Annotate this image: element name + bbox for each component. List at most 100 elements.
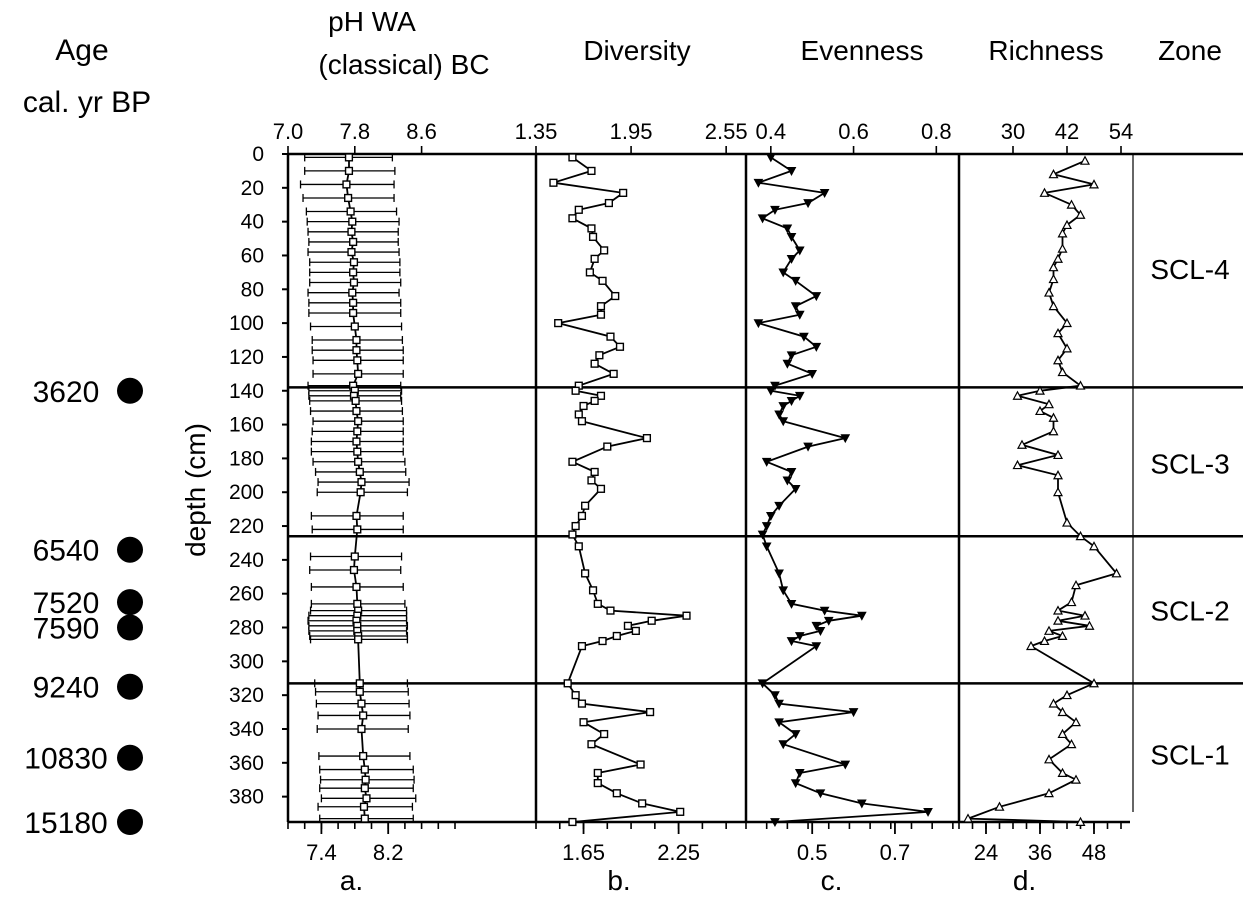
panel-b-data-point bbox=[568, 214, 577, 223]
panel-d-data-point bbox=[1061, 517, 1073, 527]
panel-c-data-point bbox=[857, 799, 867, 809]
panel-c-data-point bbox=[923, 807, 933, 817]
panel-b-data-point bbox=[623, 621, 633, 630]
panel-d-data-point bbox=[1057, 228, 1068, 238]
panel-d-bottom-tick-label: 36 bbox=[1028, 840, 1052, 865]
panel-b-data-point bbox=[593, 768, 602, 778]
panel-d-data-point bbox=[1048, 300, 1059, 311]
age-marker-6540 bbox=[117, 536, 143, 563]
panel-a-data-point bbox=[353, 525, 362, 534]
panel-d-data-point bbox=[1088, 541, 1100, 551]
panel-a-data-point bbox=[347, 227, 356, 236]
panel-d-data-point bbox=[1048, 169, 1059, 179]
panel-d-data-point bbox=[1048, 426, 1059, 436]
panel-b-data-point bbox=[606, 606, 615, 615]
panel-b-data-point bbox=[574, 410, 583, 419]
panel-c-data-point bbox=[794, 246, 805, 256]
panel-c-data-point bbox=[811, 642, 822, 652]
panel-d-data-point bbox=[1043, 399, 1055, 409]
panel-b-bottom-tick-label: 1.65 bbox=[562, 840, 605, 865]
age-label-15180: 15180 bbox=[24, 807, 107, 840]
depth-tick-label: 280 bbox=[229, 617, 264, 640]
panel-b-data-point bbox=[609, 369, 618, 378]
panel-c-data-point bbox=[757, 679, 768, 689]
panel-b-data-point bbox=[563, 679, 572, 688]
panel-b-data-point bbox=[682, 611, 691, 620]
panel-d-data-point bbox=[1039, 187, 1050, 197]
panel-a-data-point bbox=[352, 582, 361, 592]
panel-d-data-point bbox=[1052, 327, 1064, 338]
panel-a-top-tick-label: 7.8 bbox=[340, 119, 371, 144]
panel-b-data-point bbox=[636, 760, 645, 769]
panel-c-data-point bbox=[786, 254, 797, 264]
panel-a-data-point bbox=[356, 488, 365, 497]
panel-c-data-point bbox=[790, 779, 801, 789]
panel-a-data-point bbox=[360, 765, 369, 774]
panel-d-data-point bbox=[1061, 219, 1073, 230]
panel-d-data-point bbox=[1061, 343, 1073, 353]
panel-a-data-point bbox=[351, 396, 360, 406]
panel-a-data-point bbox=[353, 599, 362, 608]
panel-b-data-point bbox=[568, 457, 577, 466]
panel-b-data-point bbox=[554, 319, 563, 328]
panel-d-data-point bbox=[1048, 262, 1059, 272]
panel-b-data-point bbox=[596, 484, 606, 493]
panel-d-data-point bbox=[1043, 287, 1055, 297]
panel-a-data-point bbox=[350, 552, 359, 561]
panel-c-data-point bbox=[778, 740, 789, 750]
age-label-7590: 7590 bbox=[33, 613, 100, 646]
panel-c-data-point bbox=[819, 188, 830, 198]
panel-b-data-point bbox=[638, 799, 647, 808]
panel-c-data-point bbox=[753, 319, 764, 329]
panel-b-data-point bbox=[587, 740, 596, 749]
panel-a-data-point bbox=[349, 298, 358, 307]
panel-b-data-point bbox=[612, 631, 621, 641]
panel-b-bottom-tick-label: 2.25 bbox=[657, 840, 700, 865]
panel-b-data-point bbox=[619, 188, 628, 197]
depth-tick-label: 140 bbox=[229, 380, 264, 403]
panel-c-data-point bbox=[786, 167, 797, 176]
panel-d-data-point bbox=[1043, 625, 1055, 635]
panel-c-data-point bbox=[790, 484, 801, 494]
panel-c-data-point bbox=[807, 369, 818, 379]
panel-d-data-point bbox=[1057, 243, 1068, 253]
age-label-7520: 7520 bbox=[33, 587, 100, 620]
panel-a-data-point bbox=[359, 751, 368, 761]
panel-b-data-point bbox=[647, 616, 656, 625]
panel-b-data-point bbox=[568, 153, 577, 162]
panel-c-data-point bbox=[761, 522, 772, 532]
panel-c-data-point bbox=[794, 391, 805, 401]
panel-d-data-point bbox=[1052, 486, 1064, 497]
panel-c-data-point bbox=[778, 417, 789, 427]
panel-b-data-point bbox=[549, 178, 558, 187]
panel-c-top-tick-label: 0.6 bbox=[838, 119, 869, 144]
age-marker-15180 bbox=[117, 809, 143, 835]
panel-d-data-point bbox=[1034, 385, 1046, 395]
panel-c-top-tick-label: 0.4 bbox=[756, 119, 787, 144]
panel-d-data-point bbox=[1012, 390, 1023, 400]
panel-a-data-point bbox=[355, 687, 364, 696]
depth-tick-label: 260 bbox=[229, 583, 264, 606]
panel-d-title: Richness bbox=[988, 35, 1103, 66]
panel-b-top-tick-label: 2.55 bbox=[705, 119, 748, 144]
panel-c-data-point bbox=[811, 342, 822, 352]
panel-b-data-point bbox=[596, 302, 606, 311]
panel-c-top-tick-label: 0.8 bbox=[921, 119, 952, 144]
panel-c-data-point bbox=[782, 224, 793, 234]
panel-b-data-point bbox=[596, 310, 606, 319]
panel-c-data-point bbox=[786, 637, 797, 647]
panel-a-data-point bbox=[342, 180, 351, 189]
panel-b-data-point bbox=[603, 442, 612, 451]
panel-c-data-point bbox=[794, 310, 805, 320]
age-label-10830: 10830 bbox=[24, 743, 107, 776]
panel-d-data-point bbox=[1061, 317, 1073, 328]
panel-a-data-point bbox=[359, 711, 368, 720]
panel-d-data-point bbox=[1043, 787, 1055, 798]
panel-b-data-point bbox=[590, 396, 599, 406]
panel-b-data-point bbox=[588, 232, 598, 241]
panel-a-subtitle: (classical) BC bbox=[318, 49, 489, 80]
panel-a-top-tick-label: 7.0 bbox=[273, 119, 304, 144]
panel-d-data-point bbox=[1075, 530, 1086, 541]
panel-d-data-point bbox=[1084, 620, 1095, 630]
